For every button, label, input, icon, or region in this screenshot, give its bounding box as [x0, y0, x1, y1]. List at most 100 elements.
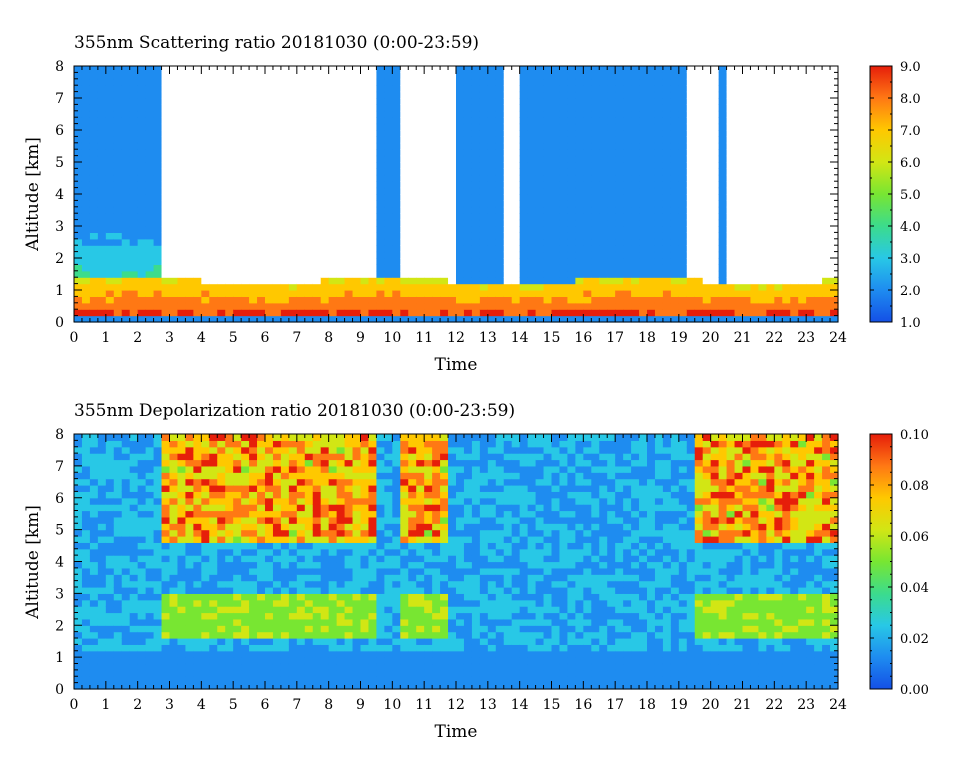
heatmap-cell: [113, 290, 123, 297]
heatmap-cell: [153, 657, 163, 665]
heatmap-cell: [280, 162, 290, 169]
heatmap-cell: [121, 232, 131, 240]
heatmap-cell: [479, 91, 489, 99]
heatmap-cell: [527, 110, 537, 118]
heatmap-cell: [384, 117, 393, 125]
heatmap-cell: [623, 194, 632, 201]
heatmap-cell: [288, 315, 298, 323]
heatmap-cell: [639, 91, 648, 99]
heatmap-cell: [121, 542, 131, 550]
heatmap-cell: [97, 142, 107, 150]
heatmap-cell: [169, 194, 179, 201]
heatmap-cell: [798, 219, 807, 227]
heatmap-cell: [503, 270, 513, 278]
heatmap-cell: [806, 213, 815, 221]
heatmap-cell: [782, 155, 791, 163]
heatmap-cell: [161, 72, 171, 80]
heatmap-cell: [583, 149, 592, 157]
heatmap-cell: [734, 123, 744, 131]
heatmap-cell: [782, 264, 791, 272]
heatmap-cell: [121, 187, 131, 195]
heatmap-cell: [639, 277, 648, 285]
heatmap-cell: [272, 206, 282, 214]
heatmap-cell: [129, 459, 139, 467]
heatmap-cell: [153, 612, 163, 620]
heatmap-cell: [734, 117, 744, 125]
heatmap-cell: [74, 258, 83, 265]
heatmap-cell: [312, 155, 322, 163]
heatmap-cell: [137, 187, 147, 195]
heatmap-cell: [368, 78, 378, 86]
heatmap-cell: [416, 181, 425, 189]
heatmap-cell: [710, 290, 720, 297]
heatmap-cell: [503, 309, 513, 317]
heatmap-cell: [662, 78, 672, 86]
heatmap-cell: [670, 309, 680, 317]
heatmap-cell: [702, 181, 712, 189]
heatmap-cell: [607, 91, 616, 99]
heatmap-cell: [312, 290, 322, 297]
heatmap-cell: [193, 491, 202, 499]
heatmap-cell: [217, 110, 226, 118]
heatmap-cell: [105, 485, 115, 492]
heatmap-cell: [710, 98, 720, 105]
heatmap-cell: [678, 309, 688, 317]
heatmap-cell: [217, 149, 226, 157]
heatmap-cell: [432, 136, 441, 144]
heatmap-cell: [280, 142, 290, 150]
heatmap-cell: [201, 162, 210, 169]
heatmap-cell: [798, 283, 807, 291]
heatmap-cell: [750, 117, 760, 125]
heatmap-cell: [479, 251, 489, 259]
heatmap-cell: [463, 130, 473, 137]
heatmap-cell: [662, 251, 672, 259]
heatmap-cell: [336, 155, 346, 163]
heatmap-cell: [89, 104, 99, 112]
heatmap-cell: [830, 66, 839, 73]
heatmap-cell: [129, 194, 139, 201]
heatmap-cell: [535, 162, 545, 169]
heatmap-cell: [599, 117, 608, 125]
heatmap-cell: [758, 104, 767, 112]
heatmap-cell: [89, 98, 99, 105]
heatmap-cell: [456, 149, 465, 157]
heatmap-cell: [352, 174, 362, 182]
heatmap-cell: [97, 491, 107, 499]
heatmap-cell: [74, 72, 83, 80]
heatmap-cell: [503, 245, 513, 253]
heatmap-cell: [511, 130, 521, 137]
heatmap-cell: [559, 232, 569, 240]
heatmap-cell: [830, 162, 839, 169]
heatmap-cell: [647, 194, 656, 201]
heatmap-cell: [416, 104, 425, 112]
heatmap-cell: [201, 555, 210, 563]
heatmap-cell: [623, 270, 632, 278]
heatmap-cell: [623, 162, 632, 169]
heatmap-cell: [81, 206, 91, 214]
heatmap-cell: [670, 78, 680, 86]
heatmap-cell: [567, 290, 576, 297]
heatmap-cell: [647, 277, 656, 285]
heatmap-cell: [400, 251, 409, 259]
heatmap-cell: [607, 290, 616, 297]
heatmap-cell: [121, 162, 131, 169]
heatmap-cell: [448, 117, 457, 125]
heatmap-cell: [424, 302, 433, 310]
heatmap-cell: [225, 149, 234, 157]
heatmap-cell: [368, 290, 378, 297]
heatmap-cell: [129, 315, 139, 323]
heatmap-cell: [161, 136, 171, 144]
heatmap-cell: [559, 130, 569, 137]
heatmap-cell: [734, 290, 744, 297]
heatmap-cell: [822, 238, 831, 246]
heatmap-cell: [249, 136, 258, 144]
heatmap-cell: [670, 72, 680, 80]
heatmap-cell: [654, 238, 664, 246]
heatmap-cell: [344, 174, 354, 182]
heatmap-cell: [185, 650, 194, 658]
heatmap-cell: [177, 542, 187, 550]
heatmap-cell: [105, 98, 115, 105]
heatmap-cell: [734, 85, 744, 93]
heatmap-cell: [718, 187, 728, 195]
heatmap-cell: [519, 168, 529, 176]
